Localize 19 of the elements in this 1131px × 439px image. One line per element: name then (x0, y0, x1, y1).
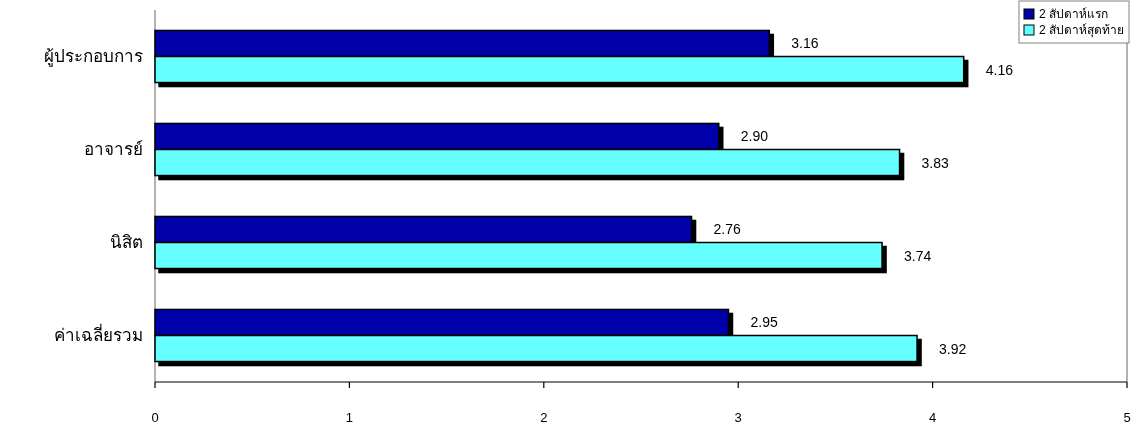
category-label: นิสิต (110, 233, 143, 252)
legend-label: 2 สัปดาห์แรก (1039, 7, 1108, 21)
x-tick-label: 0 (151, 409, 159, 425)
data-label: 3.16 (791, 35, 819, 52)
data-label: 3.74 (904, 247, 932, 264)
data-label: 2.90 (740, 128, 768, 145)
category-label: ผู้ประกอบการ (44, 47, 143, 66)
data-label: 3.83 (921, 154, 949, 171)
data-label: 3.92 (939, 340, 967, 357)
data-label: 2.95 (750, 314, 778, 331)
x-tick-label: 2 (540, 409, 548, 425)
data-label: 2.76 (713, 221, 741, 238)
x-tick-label: 4 (929, 409, 937, 425)
data-label: 4.16 (985, 61, 1013, 78)
x-tick-label: 1 (345, 409, 353, 425)
x-tick-label: 3 (734, 409, 742, 425)
category-label: อาจารย์ (84, 140, 143, 159)
legend-label: 2 สัปดาห์สุดท้าย (1039, 23, 1124, 37)
x-tick-label: 5 (1123, 409, 1131, 425)
